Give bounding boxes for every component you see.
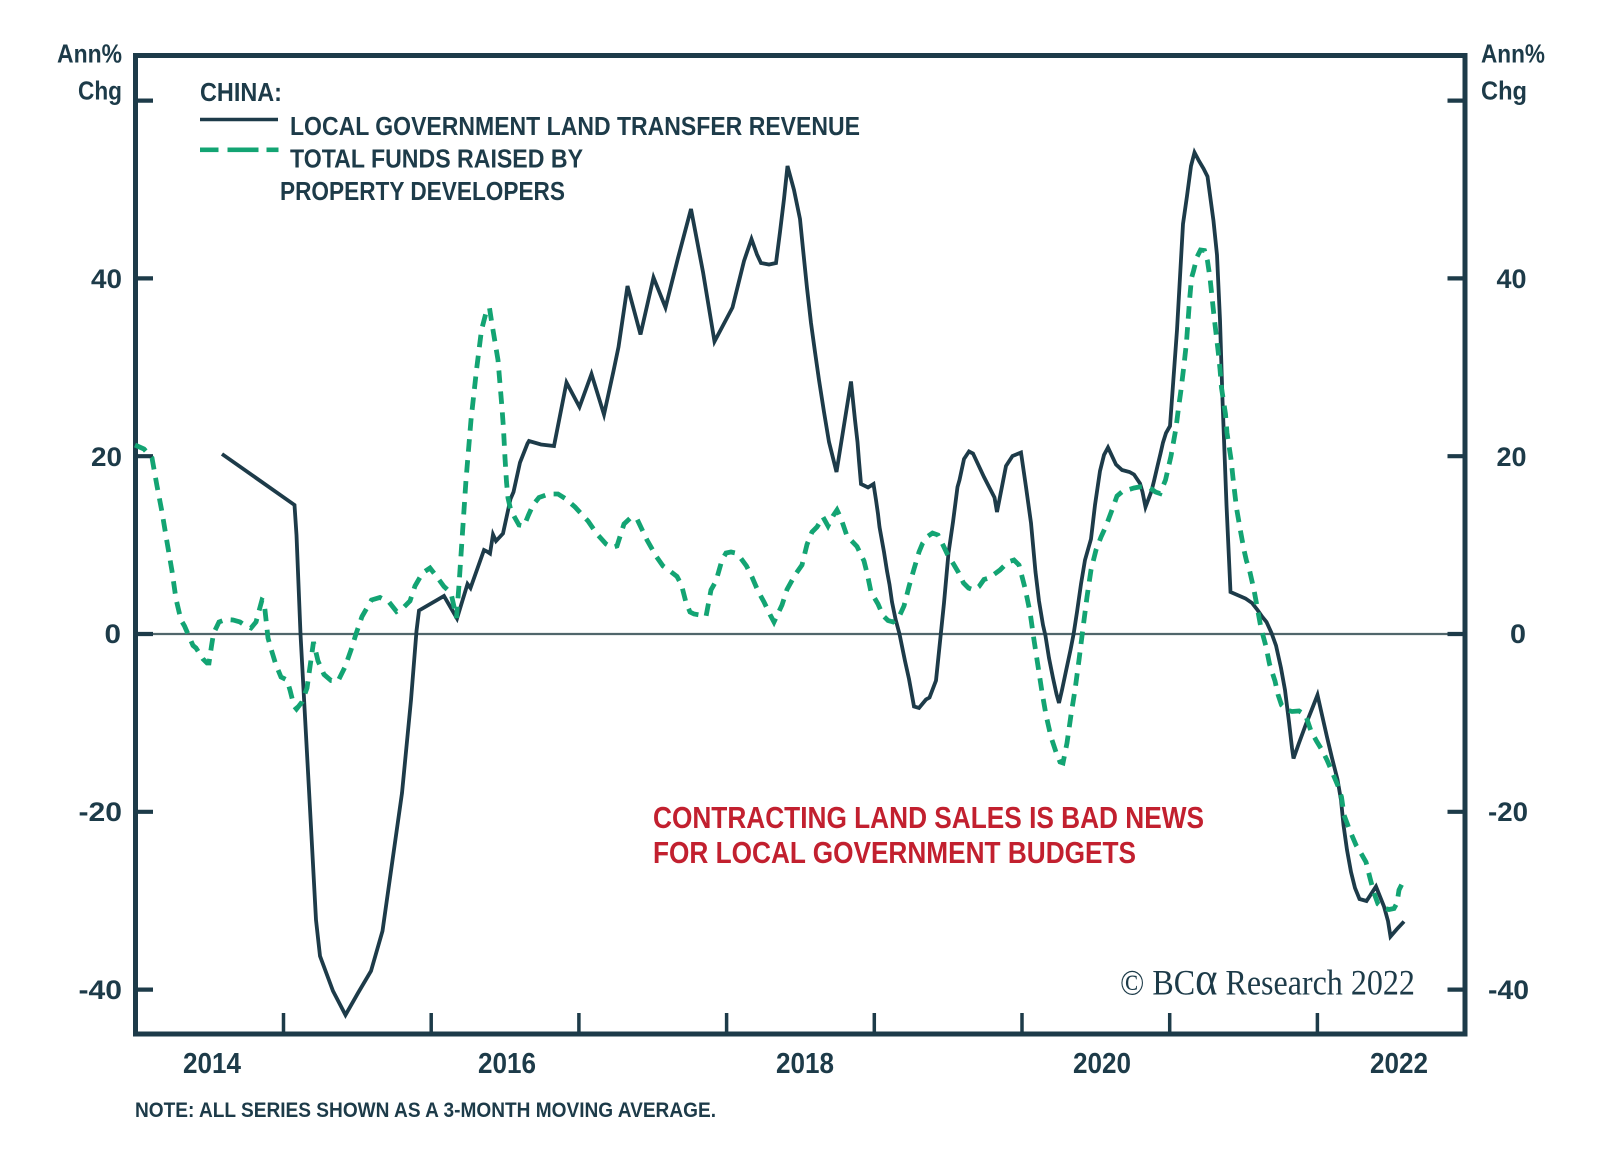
svg-text:Chg: Chg (1481, 76, 1527, 106)
svg-text:CHINA:: CHINA: (200, 79, 282, 107)
svg-text:NOTE: ALL SERIES SHOWN AS A 3-: NOTE: ALL SERIES SHOWN AS A 3-MONTH MOVI… (135, 1098, 716, 1122)
svg-text:0: 0 (105, 619, 122, 649)
svg-text:20: 20 (91, 442, 122, 472)
svg-text:FOR LOCAL GOVERNMENT BUDGETS: FOR LOCAL GOVERNMENT BUDGETS (653, 836, 1136, 870)
svg-text:-20: -20 (1488, 797, 1528, 827)
svg-text:0: 0 (1510, 619, 1526, 649)
svg-text:TOTAL FUNDS RAISED BY: TOTAL FUNDS RAISED BY (290, 146, 583, 174)
svg-text:PROPERTY DEVELOPERS: PROPERTY DEVELOPERS (280, 178, 565, 206)
svg-text:2014: 2014 (183, 1048, 241, 1080)
svg-text:Ann%: Ann% (57, 39, 122, 69)
svg-text:40: 40 (1497, 264, 1527, 294)
svg-text:Chg: Chg (78, 76, 122, 106)
svg-text:Ann%: Ann% (1481, 39, 1545, 69)
svg-text:-40: -40 (1488, 975, 1529, 1005)
svg-text:-40: -40 (79, 975, 123, 1005)
svg-text:2022: 2022 (1370, 1048, 1428, 1080)
svg-text:40: 40 (91, 264, 122, 294)
svg-text:CONTRACTING LAND SALES IS BAD: CONTRACTING LAND SALES IS BAD NEWS (653, 801, 1204, 835)
svg-text:2018: 2018 (776, 1048, 834, 1080)
svg-text:2016: 2016 (478, 1048, 536, 1080)
svg-text:LOCAL GOVERNMENT LAND TRANSFER: LOCAL GOVERNMENT LAND TRANSFER REVENUE (290, 113, 860, 141)
svg-text:20: 20 (1497, 442, 1527, 472)
svg-text:-20: -20 (79, 797, 123, 827)
svg-text:2020: 2020 (1073, 1048, 1131, 1080)
